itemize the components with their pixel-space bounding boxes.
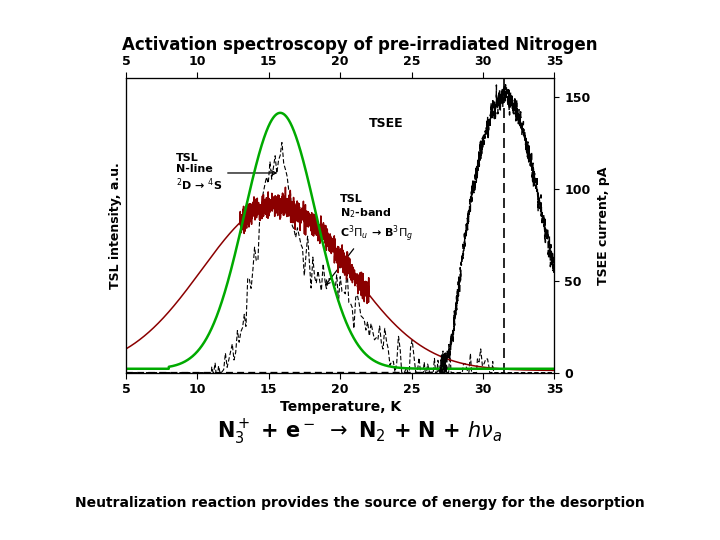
X-axis label: Temperature, K: Temperature, K [279,400,401,414]
Text: N$_3^+$ + e$^-$ $\rightarrow$ N$_2$ + N + $h\nu_a$: N$_3^+$ + e$^-$ $\rightarrow$ N$_2$ + N … [217,418,503,447]
Y-axis label: TSEE current, pA: TSEE current, pA [598,166,611,285]
Y-axis label: TSL intensity, a.u.: TSL intensity, a.u. [109,162,122,289]
Text: TSL
N-line
$^2$D → $^4$S: TSL N-line $^2$D → $^4$S [176,153,276,193]
Text: Neutralization reaction provides the source of energy for the desorption: Neutralization reaction provides the sou… [75,496,645,510]
Text: TSEE: TSEE [369,117,403,130]
Text: Activation spectroscopy of pre-irradiated Nitrogen: Activation spectroscopy of pre-irradiate… [122,36,598,53]
Text: TSL
N$_2$-band
C$^3Π_u$ → B$^3Π_g$: TSL N$_2$-band C$^3Π_u$ → B$^3Π_g$ [325,194,413,285]
